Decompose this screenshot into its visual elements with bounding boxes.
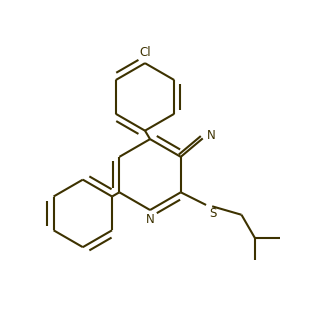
Text: Cl: Cl: [139, 46, 151, 59]
Text: N: N: [146, 213, 154, 226]
Text: N: N: [207, 129, 216, 142]
Text: S: S: [209, 207, 217, 220]
